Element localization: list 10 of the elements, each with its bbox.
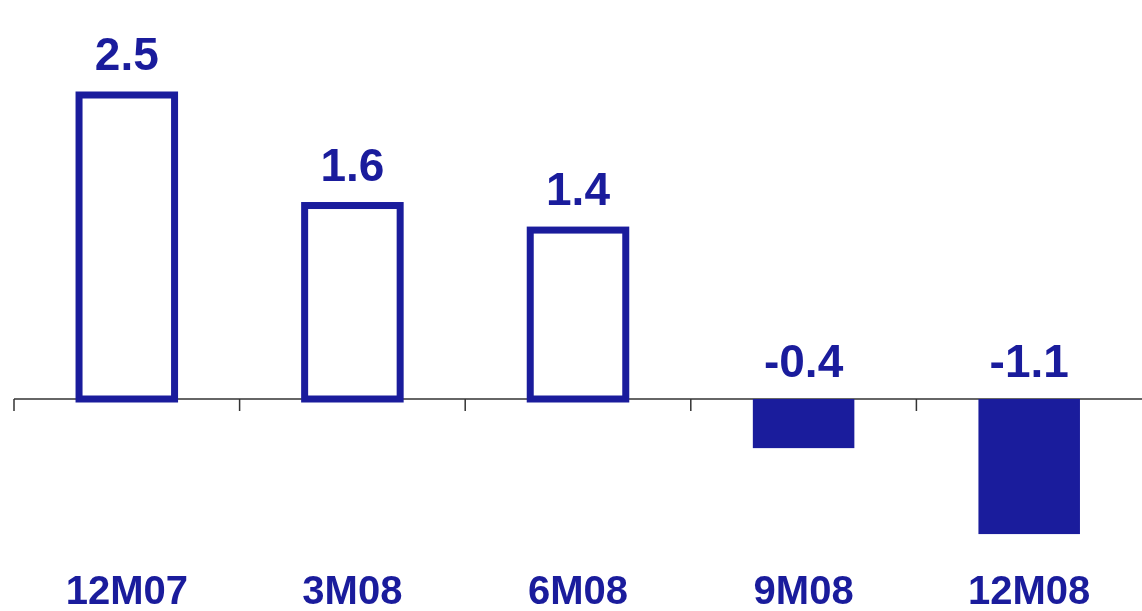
data-label: 1.6: [320, 138, 385, 191]
data-label: -0.4: [763, 335, 844, 387]
x-tick-label: 12M07: [65, 568, 188, 611]
x-tick-label: 3M08: [302, 568, 403, 611]
x-tick-label: 6M08: [527, 568, 629, 611]
data-label: 2.5: [94, 28, 159, 80]
x-tick-label: 12M08: [968, 568, 1091, 611]
x-tick-label: 9M08: [753, 568, 854, 611]
data-label: 1.4: [546, 163, 611, 216]
data-label: -1.1: [989, 335, 1069, 387]
